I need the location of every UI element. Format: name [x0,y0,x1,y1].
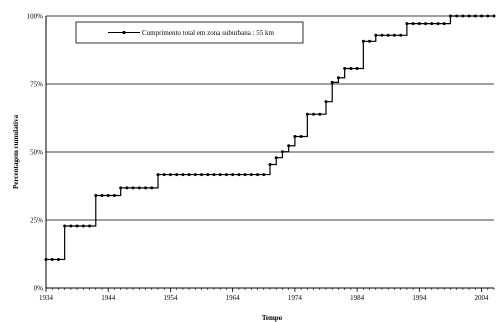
y-tick-label: 75% [30,81,43,89]
data-point [492,14,496,18]
data-point [461,14,465,18]
data-point [256,173,260,177]
data-point [480,14,484,18]
data-point [355,66,359,70]
data-point [299,134,303,138]
data-point [88,224,92,228]
data-point [44,257,48,261]
y-tick-label: 0% [34,285,44,293]
data-point [473,14,477,18]
data-point [324,100,328,104]
x-tick-label: 1944 [101,294,116,302]
data-point [81,224,85,228]
data-point [287,144,291,148]
y-tick-label: 25% [30,217,43,225]
data-point [137,186,141,190]
data-point [112,194,116,198]
y-axis-title: Percentagem cumulativa [12,115,20,189]
data-point [106,194,110,198]
data-point [94,194,98,198]
data-point [399,33,403,37]
x-tick-label: 1934 [39,294,54,302]
data-point [175,173,179,177]
data-point [75,224,79,228]
x-tick-label: 1994 [412,294,427,302]
data-point [181,173,185,177]
data-point [268,163,272,167]
data-point [374,33,378,37]
data-point [243,173,247,177]
legend: Cumprimento total em zona suburbana : 55… [75,21,304,44]
data-point [237,173,241,177]
x-axis-title: Tempo [262,314,283,322]
x-tick-labels: 1934 1944 1954 1964 1974 1984 1994 2004 [39,288,495,302]
data-point [249,173,253,177]
data-point [392,33,396,37]
data-point [330,80,334,84]
y-tick-label: 100% [27,13,44,21]
x-tick-label: 1984 [350,294,365,302]
data-point [168,173,172,177]
data-point [274,156,278,160]
data-point [430,22,434,26]
data-point [69,224,73,228]
grid [46,15,494,221]
data-point [162,173,166,177]
x-tick-label: 1974 [288,294,303,302]
data-point [305,112,309,116]
data-point [144,186,148,190]
data-point [436,22,440,26]
data-point [386,33,390,37]
data-point [187,173,191,177]
data-point [218,173,222,177]
data-point [455,14,459,18]
data-point [150,186,154,190]
data-point [411,22,415,26]
x-tick-label: 1954 [163,294,178,302]
data-point [486,14,490,18]
data-point [231,173,235,177]
data-point [448,14,452,18]
data-point [361,39,365,43]
y-tick-labels: 0% 25% 50% 75% 100% [27,13,44,293]
data-point [50,257,54,261]
legend-box [75,21,304,44]
data-point [467,14,471,18]
data-point [405,22,409,26]
data-point [131,186,135,190]
data-point [200,173,204,177]
data-point [119,186,123,190]
data-point [343,66,347,70]
data-point [424,22,428,26]
data-point [312,112,316,116]
data-point [125,186,129,190]
series-layer [44,14,496,261]
data-point [63,224,67,228]
data-point [206,173,210,177]
y-tick-label: 50% [30,149,43,157]
data-point [293,134,297,138]
data-point [318,112,322,116]
legend-label: Cumprimento total em zona suburbana : 55… [142,29,275,37]
data-point [156,173,160,177]
x-tick-label: 1964 [226,294,241,302]
data-point [224,173,228,177]
data-point [212,173,216,177]
data-point [417,22,421,26]
data-point [193,173,197,177]
data-point [56,257,60,261]
data-point [262,173,266,177]
data-point [100,194,104,198]
legend-marker-sample [122,30,126,35]
data-point [336,76,340,80]
x-tick-label: 2004 [475,294,490,302]
data-point [442,22,446,26]
data-point [280,150,284,154]
data-point [368,39,372,43]
data-point [380,33,384,37]
data-point [349,66,353,70]
